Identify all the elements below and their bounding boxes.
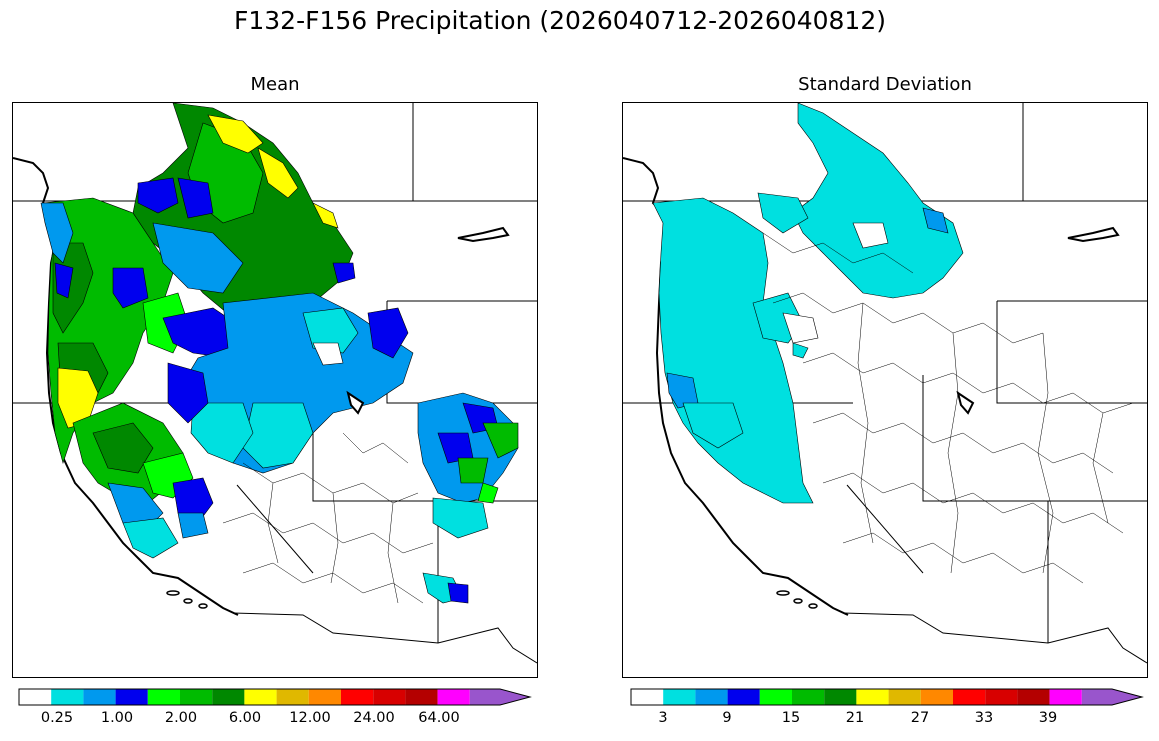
colorbar-swatch xyxy=(373,689,406,705)
std-tick-label: 3 xyxy=(658,710,668,726)
colorbar-swatch xyxy=(147,689,180,705)
std-tick-label: 15 xyxy=(781,710,801,726)
colorbar-swatch xyxy=(631,689,664,705)
colorbar-swatch xyxy=(759,689,792,705)
colorbar-outline xyxy=(18,688,532,706)
colorbar-swatch xyxy=(180,689,213,705)
mean-map-canvas xyxy=(13,103,537,664)
colorbar-std-labels: 3 9 15 21 27 33 39 xyxy=(630,710,1150,732)
mean-tick-label: 24.00 xyxy=(353,710,395,726)
std-region-cyan-north xyxy=(792,103,964,299)
colorbar-swatch xyxy=(341,689,374,705)
mean-tick-label: 12.00 xyxy=(289,710,331,726)
colorbar-swatch xyxy=(888,689,921,705)
colorbar-mean-svg xyxy=(18,688,532,706)
colorbar-swatch xyxy=(1081,689,1142,705)
colorbar-swatch xyxy=(1049,689,1082,705)
colorbar-std-svg xyxy=(630,688,1144,706)
colorbar-swatch xyxy=(1017,689,1050,705)
colorbar-mean-labels: 0.25 1.00 2.00 6.00 12.00 24.00 64.00 xyxy=(18,710,538,732)
colorbar-swatch xyxy=(727,689,760,705)
colorbar-swatch xyxy=(51,689,84,705)
mean-tick-label: 64.00 xyxy=(418,710,460,726)
colorbar-outline xyxy=(630,688,1144,706)
std-tick-label: 27 xyxy=(910,710,930,726)
figure-title: F132-F156 Precipitation (2026040712-2026… xyxy=(233,6,886,35)
colorbar-swatch xyxy=(856,689,889,705)
panel-title-std: Standard Deviation xyxy=(798,74,972,95)
std-tick-label: 33 xyxy=(974,710,994,726)
colorbar-std xyxy=(630,688,1150,710)
colorbar-swatch xyxy=(953,689,986,705)
mean-tick-label: 6.00 xyxy=(228,710,262,726)
colorbar-swatch xyxy=(792,689,825,705)
colorbar-swatch xyxy=(824,689,857,705)
std-map xyxy=(622,102,1148,678)
std-tick-label: 39 xyxy=(1038,710,1058,726)
panel-title-mean: Mean xyxy=(250,74,300,95)
colorbar-mean xyxy=(18,688,538,710)
colorbar-swatch xyxy=(83,689,116,705)
colorbar-swatch xyxy=(469,689,530,705)
colorbar-swatch xyxy=(437,689,470,705)
colorbar-swatch xyxy=(663,689,696,705)
colorbar-swatch xyxy=(244,689,277,705)
colorbar-swatch xyxy=(985,689,1018,705)
colorbar-swatch xyxy=(276,689,309,705)
mean-tick-label: 1.00 xyxy=(100,710,134,726)
colorbar-swatch xyxy=(19,689,52,705)
colorbar-swatch xyxy=(920,689,953,705)
std-tick-label: 9 xyxy=(722,710,732,726)
colorbar-swatch xyxy=(212,689,245,705)
mean-tick-label: 2.00 xyxy=(164,710,198,726)
mean-map xyxy=(12,102,538,678)
colorbar-swatch xyxy=(115,689,148,705)
mean-tick-label: 0.25 xyxy=(40,710,74,726)
std-region-cyan-coast xyxy=(652,197,814,504)
colorbar-swatch xyxy=(405,689,438,705)
std-tick-label: 21 xyxy=(845,710,865,726)
region-yellow-north xyxy=(207,114,264,154)
colorbar-swatch xyxy=(695,689,728,705)
colorbar-swatch xyxy=(308,689,341,705)
std-map-canvas xyxy=(623,103,1147,664)
